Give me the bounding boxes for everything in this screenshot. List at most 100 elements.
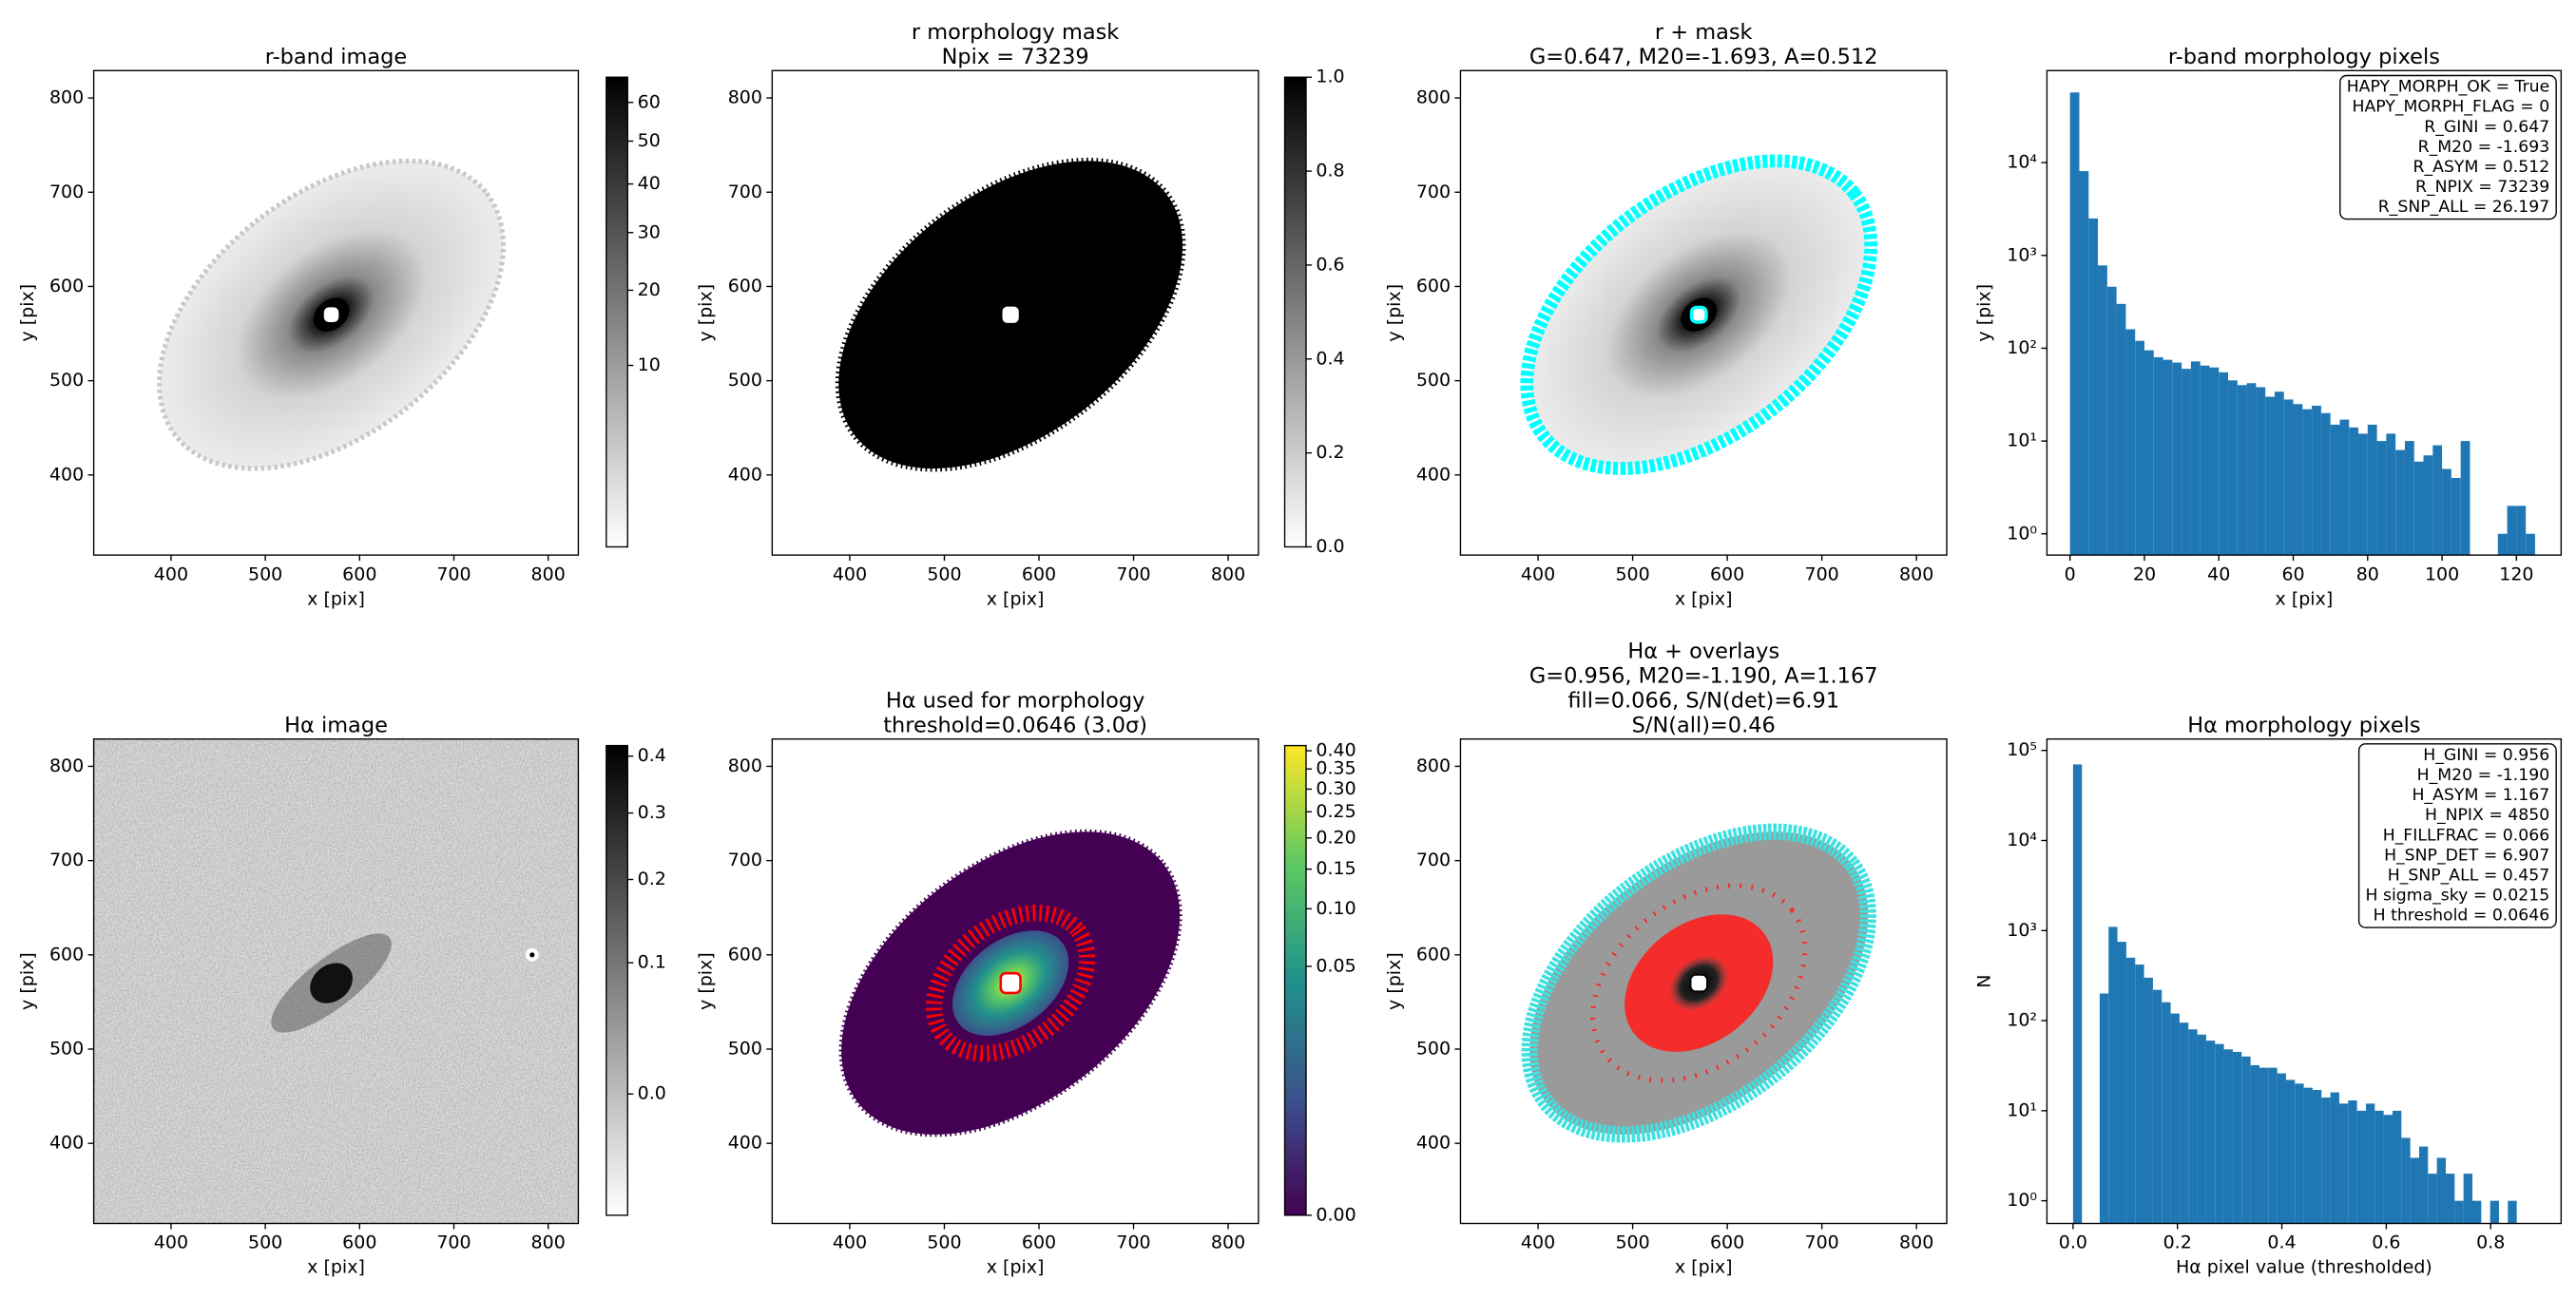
hist-bar [2432, 445, 2443, 556]
annotation-line: R_SNP_ALL = 26.197 [2378, 198, 2549, 217]
hist-bar [2330, 1092, 2339, 1224]
axes-frame [2046, 737, 2563, 1225]
plot-area [2072, 764, 2517, 1224]
hist-bar [2088, 218, 2099, 556]
annotation-line: HAPY_MORPH_OK = True [2347, 78, 2550, 97]
hist-bar [2451, 477, 2461, 556]
y-tick-label: 500 [49, 370, 84, 391]
hist-bar [2069, 92, 2080, 556]
hist-bar [2232, 1051, 2242, 1224]
annotation-line: H_FILLFRAC = 0.066 [2383, 826, 2550, 845]
hist-bar [2283, 399, 2294, 556]
chart-title: Npix = 73239 [942, 45, 1089, 69]
y-tick-label: 10⁴ [2007, 830, 2037, 850]
x-tick-label: 500 [248, 564, 282, 584]
hist-bar [2250, 1064, 2259, 1224]
y-tick-label: 800 [728, 87, 762, 108]
x-tick-label: 400 [833, 1232, 867, 1253]
hist-bar [2209, 367, 2220, 556]
x-axis-label: x [pix] [987, 1257, 1045, 1278]
hist-bar [2404, 441, 2414, 556]
y-tick-label: 700 [1416, 850, 1451, 870]
hist-bar [2162, 1002, 2171, 1224]
x-tick-label: 0 [2065, 564, 2076, 584]
x-tick-label: 500 [1615, 1232, 1649, 1253]
hist-bar [2489, 1200, 2499, 1224]
x-tick-label: 800 [531, 564, 566, 584]
y-tick-label: 10⁵ [2007, 739, 2037, 760]
y-tick-label: 700 [49, 850, 84, 870]
y-axis-label: y [pix] [1973, 284, 1994, 342]
y-tick-label: 500 [728, 370, 762, 391]
x-tick-label: 700 [1116, 564, 1150, 584]
y-tick-label: 600 [49, 276, 84, 296]
plot-area [838, 829, 1182, 1137]
hist-bar [2338, 1103, 2349, 1224]
hist-bar [2265, 396, 2275, 556]
hist-bar [2125, 957, 2136, 1224]
hist-bar [2463, 1174, 2472, 1224]
chart-title: Hα morphology pixels [2187, 713, 2420, 737]
hist-bar [2442, 468, 2451, 556]
hist-bar [2423, 455, 2433, 556]
colorbar-tick-label: 0.2 [1316, 442, 1344, 463]
hist-bar [2268, 1067, 2278, 1224]
hist-bar [2295, 1083, 2304, 1224]
colorbar-tick-label: 50 [638, 130, 661, 151]
hist-bar [2106, 286, 2117, 556]
axes-frame [92, 737, 580, 1225]
chart-title: G=0.956, M20=-1.190, A=1.167 [1529, 664, 1878, 689]
annotation-line: H_SNP_DET = 6.907 [2384, 846, 2549, 865]
colorbar-tick-label: 0.05 [1316, 955, 1355, 976]
annotation-box [2357, 743, 2557, 928]
x-axis-label: x [pix] [2276, 588, 2334, 609]
x-tick-label: 800 [1211, 564, 1245, 584]
x-tick-label: 40 [2207, 564, 2230, 584]
colorbar-tick-label: 1.0 [1316, 67, 1344, 87]
hist-bar [2401, 1137, 2411, 1224]
colorbar-tick-label: 0.10 [1316, 898, 1355, 919]
y-tick-label: 400 [49, 1133, 84, 1154]
chart-title: r + mask [1655, 20, 1753, 45]
y-tick-label: 10⁰ [2007, 523, 2037, 544]
y-tick-label: 10² [2007, 337, 2037, 358]
y-tick-label: 700 [728, 850, 762, 870]
hist-bar [2098, 265, 2107, 556]
y-axis-label: y [pix] [696, 952, 717, 1010]
annotation-line: R_NPIX = 73239 [2415, 178, 2549, 197]
chart-title: r morphology mask [912, 20, 1119, 45]
y-tick-label: 700 [1416, 181, 1451, 202]
hist-bar [2418, 1146, 2429, 1224]
annotation-line: H_NPIX = 4850 [2425, 806, 2549, 825]
hist-bar [2303, 1087, 2313, 1224]
x-tick-label: 600 [342, 1232, 376, 1253]
x-tick-label: 600 [1710, 1232, 1744, 1253]
hist-bar [2339, 419, 2350, 556]
hist-bar [2152, 989, 2163, 1224]
hist-bar [2410, 1157, 2419, 1224]
colorbar-tick-label: 0.35 [1316, 758, 1355, 779]
plot-area [2069, 92, 2535, 556]
x-axis-label: x [pix] [1675, 1257, 1733, 1278]
y-tick-label: 800 [728, 755, 762, 776]
annotation-line: H_M20 = -1.190 [2417, 766, 2550, 785]
hist-bar [2293, 404, 2303, 556]
annotation-line: R_ASYM = 0.512 [2413, 158, 2550, 177]
hist-bar [2256, 387, 2266, 556]
hist-bar [2526, 533, 2535, 556]
colorbar-tick-label: 0.1 [638, 952, 666, 973]
hist-bar [2117, 942, 2126, 1224]
x-tick-label: 500 [927, 1232, 961, 1253]
axes-frame [92, 69, 580, 556]
hist-bar [2348, 1100, 2357, 1224]
y-tick-label: 400 [728, 1133, 762, 1154]
colorbar-tick-label: 10 [638, 354, 661, 375]
hist-bar [2395, 449, 2405, 556]
colorbar-tick-label: 0.4 [638, 745, 666, 766]
x-tick-label: 400 [154, 564, 188, 584]
hist-bar [2392, 1110, 2402, 1224]
x-axis-label: x [pix] [987, 588, 1045, 609]
hist-bar [2223, 1049, 2233, 1224]
x-tick-label: 60 [2281, 564, 2304, 584]
